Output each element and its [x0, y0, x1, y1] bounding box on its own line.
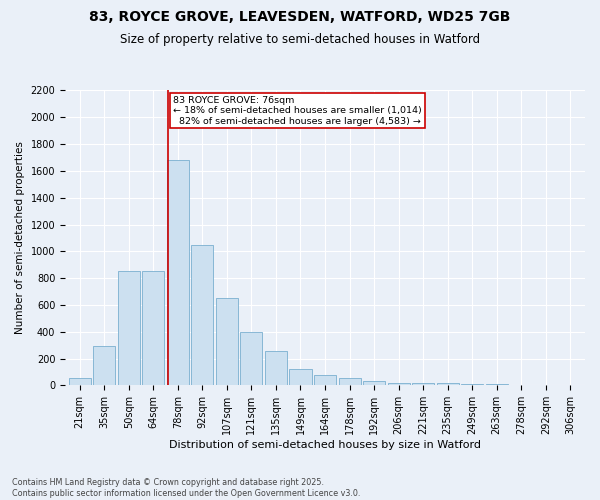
Bar — [265, 351, 287, 386]
Bar — [461, 384, 483, 386]
Bar — [559, 384, 581, 386]
Bar — [510, 384, 532, 386]
Bar — [191, 244, 214, 386]
Y-axis label: Number of semi-detached properties: Number of semi-detached properties — [15, 142, 25, 334]
Text: Size of property relative to semi-detached houses in Watford: Size of property relative to semi-detach… — [120, 32, 480, 46]
Text: 83, ROYCE GROVE, LEAVESDEN, WATFORD, WD25 7GB: 83, ROYCE GROVE, LEAVESDEN, WATFORD, WD2… — [89, 10, 511, 24]
Bar — [216, 298, 238, 386]
X-axis label: Distribution of semi-detached houses by size in Watford: Distribution of semi-detached houses by … — [169, 440, 481, 450]
Bar — [142, 272, 164, 386]
Text: 83 ROYCE GROVE: 76sqm
← 18% of semi-detached houses are smaller (1,014)
  82% of: 83 ROYCE GROVE: 76sqm ← 18% of semi-deta… — [173, 96, 422, 126]
Text: Contains HM Land Registry data © Crown copyright and database right 2025.
Contai: Contains HM Land Registry data © Crown c… — [12, 478, 361, 498]
Bar — [289, 370, 311, 386]
Bar — [167, 160, 189, 386]
Bar — [314, 376, 336, 386]
Bar — [437, 382, 458, 386]
Bar — [363, 382, 385, 386]
Bar — [93, 346, 115, 386]
Bar — [388, 382, 410, 386]
Bar — [69, 378, 91, 386]
Bar — [535, 384, 557, 386]
Bar — [241, 332, 262, 386]
Bar — [485, 384, 508, 386]
Bar — [412, 382, 434, 386]
Bar — [118, 271, 140, 386]
Bar — [338, 378, 361, 386]
